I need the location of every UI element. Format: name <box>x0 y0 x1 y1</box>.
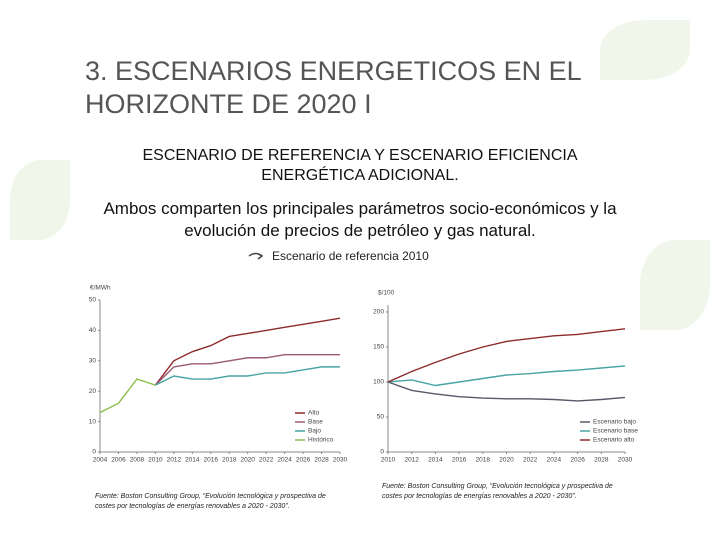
source-note: Fuente: Boston Consulting Group, “Evoluc… <box>95 493 326 510</box>
y-axis-label: $/100 <box>378 290 395 297</box>
leaf-decoration <box>10 160 70 240</box>
y-tick-label: 0 <box>380 449 384 456</box>
subtitle: ESCENARIO DE REFERENCIA Y ESCENARIO EFIC… <box>142 147 578 184</box>
x-tick-label: 2024 <box>277 457 292 464</box>
legend-label: Histórico <box>308 437 334 444</box>
y-tick-label: 50 <box>89 297 97 304</box>
x-tick-label: 2020 <box>499 457 514 464</box>
series-line <box>387 328 626 383</box>
leaf-decoration <box>640 240 710 330</box>
body-text: Ambos comparten los principales parámetr… <box>103 199 617 240</box>
bullet-icon <box>248 252 264 260</box>
y-tick-label: 100 <box>373 379 384 386</box>
series-line <box>387 381 626 402</box>
legend-label: Alto <box>308 410 320 417</box>
x-tick-label: 2018 <box>476 457 491 464</box>
x-tick-label: 2024 <box>547 457 562 464</box>
series-line <box>387 365 626 387</box>
legend-label: Bajo <box>308 428 321 435</box>
x-tick-label: 2026 <box>296 457 311 464</box>
legend-label: Escenario alto <box>593 437 635 444</box>
y-axis-label: €/MWh <box>90 285 111 292</box>
x-tick-label: 2022 <box>259 457 274 464</box>
x-tick-label: 2014 <box>185 457 200 464</box>
y-tick-label: 40 <box>89 327 97 334</box>
x-tick-label: 2028 <box>594 457 609 464</box>
y-tick-label: 10 <box>89 418 97 425</box>
x-tick-label: 2018 <box>222 457 237 464</box>
x-tick-label: 2016 <box>204 457 219 464</box>
y-tick-label: 200 <box>373 309 384 316</box>
source-note: Fuente: Boston Consulting Group, “Evoluc… <box>382 483 613 500</box>
leaf-decoration <box>600 20 690 80</box>
x-tick-label: 2012 <box>167 457 182 464</box>
x-tick-label: 2006 <box>111 457 126 464</box>
x-tick-label: 2012 <box>404 457 419 464</box>
x-tick-label: 2030 <box>618 457 633 464</box>
x-tick-label: 2022 <box>523 457 538 464</box>
x-tick-label: 2010 <box>381 457 396 464</box>
x-tick-label: 2010 <box>148 457 163 464</box>
x-tick-label: 2004 <box>93 457 108 464</box>
x-tick-label: 2014 <box>428 457 443 464</box>
x-tick-label: 2026 <box>570 457 585 464</box>
series-line <box>99 378 156 414</box>
y-tick-label: 20 <box>89 388 97 395</box>
x-tick-label: 2008 <box>130 457 145 464</box>
x-tick-label: 2030 <box>333 457 348 464</box>
y-tick-label: 50 <box>377 414 385 421</box>
x-tick-label: 2020 <box>240 457 255 464</box>
x-tick-label: 2028 <box>314 457 329 464</box>
y-tick-label: 0 <box>92 449 96 456</box>
legend-label: Escenario base <box>593 428 638 435</box>
x-tick-label: 2016 <box>452 457 467 464</box>
series-line <box>155 366 340 386</box>
slide-title: 3. ESCENARIOS ENERGETICOS EN EL HORIZONT… <box>85 56 581 119</box>
y-tick-label: 150 <box>373 344 384 351</box>
bullet-text: Escenario de referencia 2010 <box>272 249 429 263</box>
y-tick-label: 30 <box>89 358 97 365</box>
series-line <box>154 317 341 386</box>
legend-label: Base <box>308 419 323 426</box>
legend-label: Escenario bajo <box>593 419 636 426</box>
series-line <box>154 354 340 386</box>
